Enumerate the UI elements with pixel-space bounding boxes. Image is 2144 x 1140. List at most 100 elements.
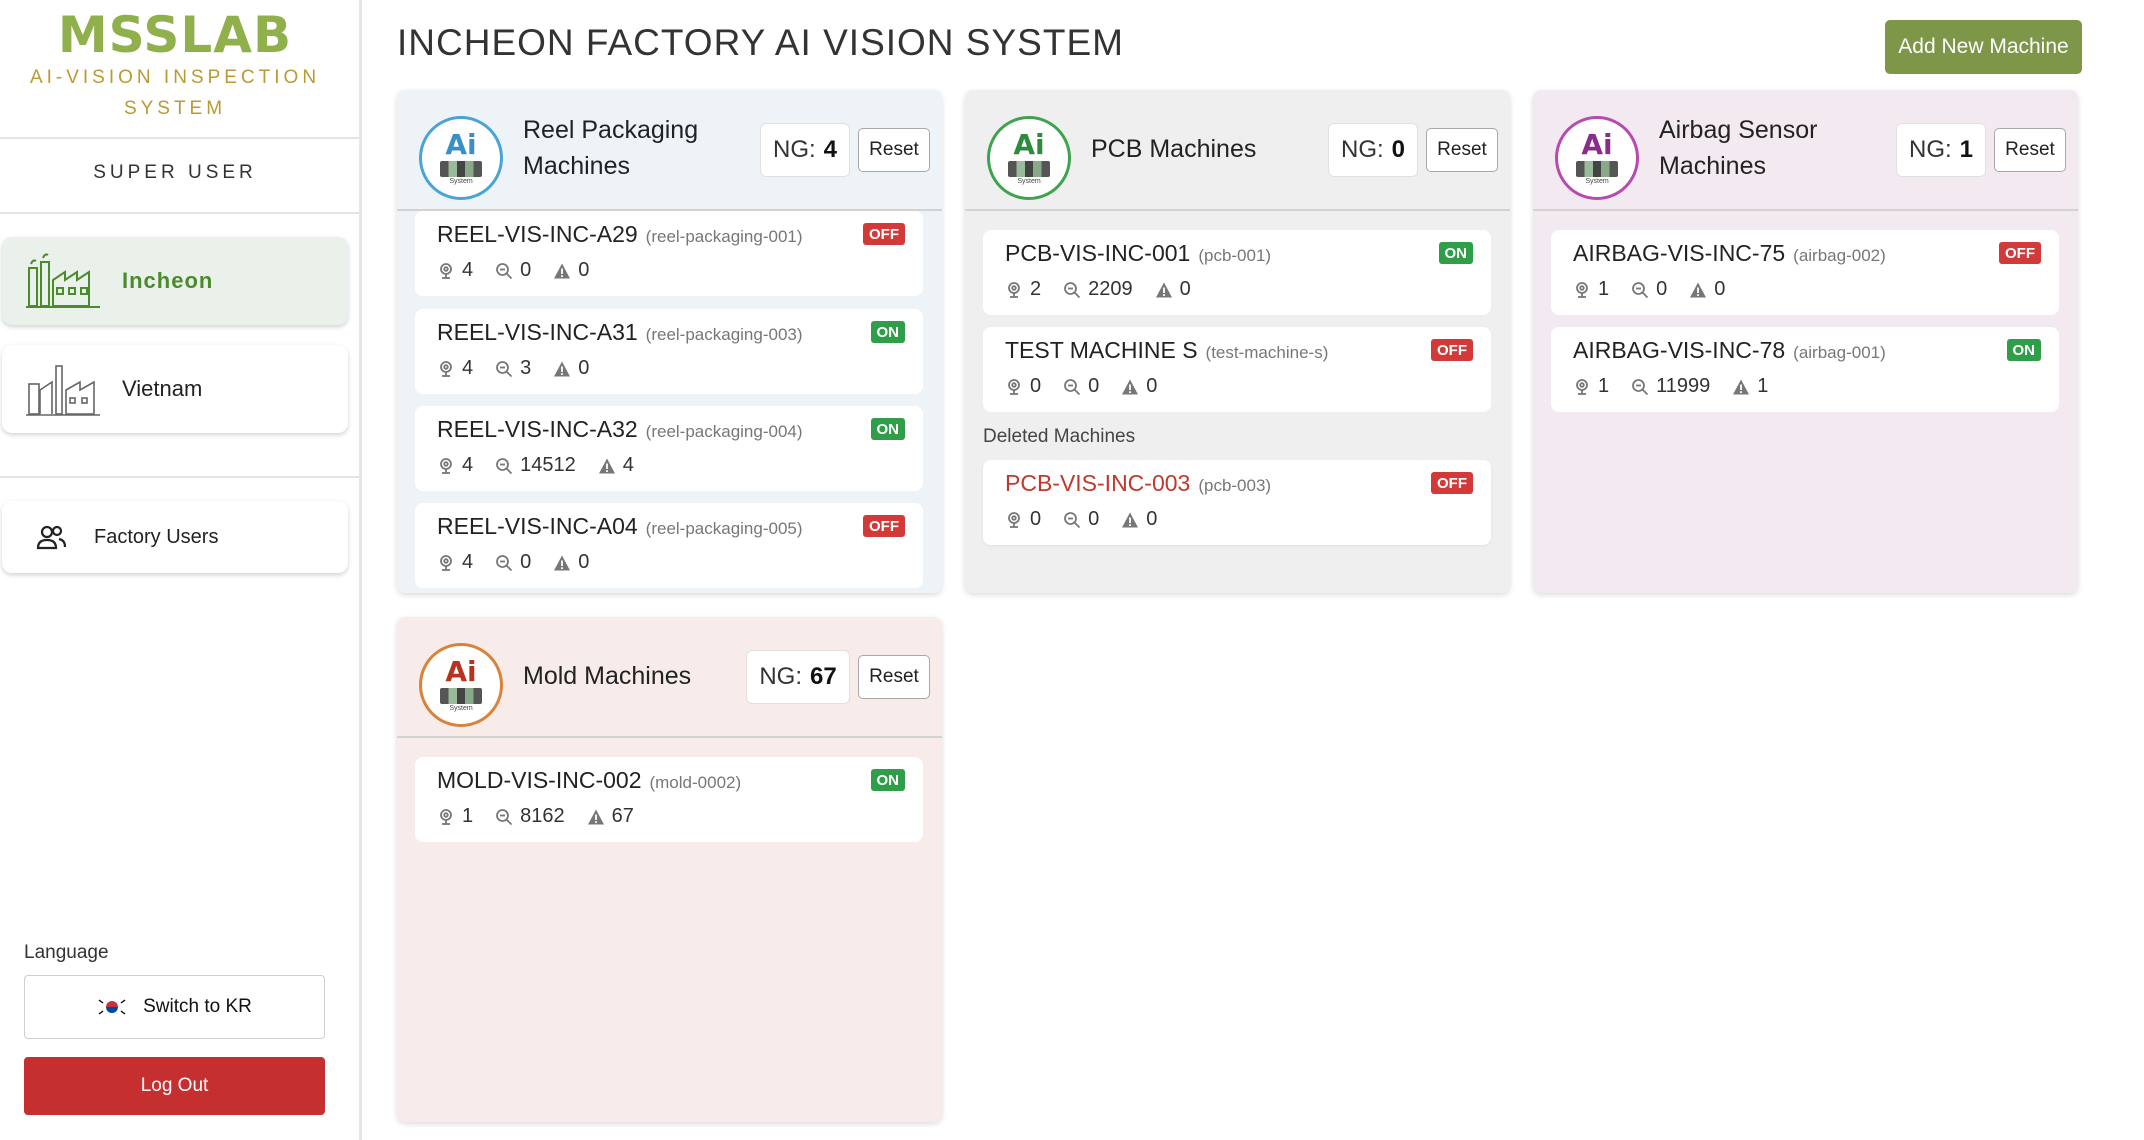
logo-subtitle-line1: AI-VISION INSPECTION <box>29 67 321 88</box>
machine-name: AIRBAG-VIS-INC-78 (airbag-001) <box>1573 337 1886 363</box>
ng-count: 0 <box>1689 278 1725 301</box>
switch-language-button[interactable]: Switch to KR <box>24 975 325 1039</box>
camera-icon <box>440 457 452 474</box>
status-badge: OFF <box>1431 472 1473 494</box>
machine-name: TEST MACHINE S (test-machine-s) <box>1005 337 1329 363</box>
logo: MSSLAB AI-VISION INSPECTION SYSTEM <box>0 10 350 122</box>
sidebar: MSSLAB AI-VISION INSPECTION SYSTEM SUPER… <box>0 0 362 1140</box>
group-header: Ai System Airbag Sensor Machines NG: 1 Re… <box>1533 90 2078 211</box>
factory-icon <box>26 365 100 416</box>
machine-card[interactable]: AIRBAG-VIS-INC-78 (airbag-001) ON 1 11999 1 <box>1551 327 2059 412</box>
group-title: Airbag Sensor Machines <box>1659 116 1818 180</box>
machine-card[interactable]: AIRBAG-VIS-INC-75 (airbag-002) OFF 1 0 0 <box>1551 230 2059 315</box>
camera-count: 1 <box>1573 278 1609 301</box>
logo-mark: MSSLAB <box>57 6 293 64</box>
machine-name: PCB-VIS-INC-001 (pcb-001) <box>1005 240 1272 266</box>
camera-icon <box>1008 511 1020 528</box>
machine-stats: 1 8162 67 <box>437 805 656 828</box>
divider <box>0 212 362 214</box>
inspection-icon <box>1632 281 1649 298</box>
ng-counter: NG: 0 <box>1328 123 1418 177</box>
ai-system-badge-icon: Ai System <box>419 116 503 200</box>
camera-count: 4 <box>437 551 473 574</box>
camera-count: 2 <box>1005 278 1041 301</box>
camera-count: 0 <box>1005 508 1041 531</box>
ng-counter: NG: 67 <box>746 650 850 704</box>
factory-nav-label: Incheon <box>122 268 214 293</box>
machine-stats: 4 14512 4 <box>437 454 656 477</box>
warning-icon <box>554 555 571 570</box>
group-title: Mold Machines <box>523 662 692 690</box>
inspection-icon <box>1064 378 1081 395</box>
machine-card[interactable]: MOLD-VIS-INC-002 (mold-0002) ON 1 8162 67 <box>415 757 923 842</box>
ng-counter: NG: 4 <box>760 123 850 177</box>
machine-name: REEL-VIS-INC-A04 (reel-packaging-005) <box>437 513 803 539</box>
machine-group-mold: Ai System Mold Machines NG: 67 Reset <box>397 617 942 1122</box>
camera-count: 4 <box>437 259 473 282</box>
factory-nav-label: Vietnam <box>122 376 203 401</box>
status-badge: OFF <box>1999 242 2041 264</box>
camera-icon <box>1576 281 1588 298</box>
user-role: SUPER USER <box>93 162 257 183</box>
camera-count: 4 <box>437 357 473 380</box>
camera-count: 1 <box>437 805 473 828</box>
warning-icon <box>598 458 615 473</box>
inspection-count: 11999 <box>1631 375 1710 398</box>
factory-nav-incheon[interactable]: Incheon <box>2 237 348 325</box>
status-badge: ON <box>870 321 905 343</box>
reset-button[interactable]: Reset <box>858 128 930 172</box>
group-header: Ai System PCB Machines NG: 0 Reset <box>965 90 1510 211</box>
status-badge: OFF <box>863 515 905 537</box>
factory-nav-vietnam[interactable]: Vietnam <box>2 345 348 433</box>
machine-name: REEL-VIS-INC-A31 (reel-packaging-003) <box>437 319 803 345</box>
divider <box>0 476 362 478</box>
add-machine-button[interactable]: Add New Machine <box>1885 20 2082 74</box>
inspection-icon <box>496 360 513 377</box>
logout-label: Log Out <box>140 1075 209 1096</box>
deleted-machine-card[interactable]: PCB-VIS-INC-003 (pcb-003) OFF 0 0 0 <box>983 460 1491 545</box>
machine-card[interactable]: REEL-VIS-INC-A32 (reel-packaging-004) ON 4 1… <box>415 406 923 491</box>
inspection-count: 0 <box>495 259 531 282</box>
inspection-icon <box>496 457 513 474</box>
status-badge: ON <box>870 418 905 440</box>
machine-id: (reel-packaging-005) <box>645 519 803 538</box>
machine-card[interactable]: PCB-VIS-INC-001 (pcb-001) ON 2 2209 0 <box>983 230 1491 315</box>
camera-count: 1 <box>1573 375 1609 398</box>
reset-button[interactable]: Reset <box>1426 128 1498 172</box>
ng-count: 1 <box>1732 375 1768 398</box>
ai-system-badge-icon: Ai System <box>1555 116 1639 200</box>
machine-id: (airbag-002) <box>1793 246 1886 265</box>
inspection-count: 0 <box>1631 278 1667 301</box>
factory-users-nav[interactable]: Factory Users <box>2 501 348 573</box>
camera-icon <box>440 262 452 279</box>
group-header: Ai System Reel Packaging Machines NG: 4 R… <box>397 90 942 211</box>
machine-stats: 1 11999 1 <box>1573 375 1790 398</box>
group-title: Reel Packaging Machines <box>523 116 699 180</box>
status-badge: ON <box>870 769 905 791</box>
machine-card[interactable]: TEST MACHINE S (test-machine-s) OFF 0 0 0 <box>983 327 1491 412</box>
inspection-count: 14512 <box>495 454 576 477</box>
machine-name: REEL-VIS-INC-A29 (reel-packaging-001) <box>437 221 803 247</box>
warning-icon <box>1155 282 1172 297</box>
machine-name: MOLD-VIS-INC-002 (mold-0002) <box>437 767 742 793</box>
machine-id: (reel-packaging-003) <box>645 325 803 344</box>
ai-system-badge-icon: Ai System <box>987 116 1071 200</box>
camera-icon <box>1008 378 1020 395</box>
reset-button[interactable]: Reset <box>1994 128 2066 172</box>
reset-button[interactable]: Reset <box>858 655 930 699</box>
camera-icon <box>440 360 452 377</box>
logo-subtitle-line2: SYSTEM <box>123 98 227 119</box>
machine-card[interactable]: REEL-VIS-INC-A29 (reel-packaging-001) OFF 4… <box>415 211 923 296</box>
camera-icon <box>1008 281 1020 298</box>
inspection-icon <box>1064 281 1081 298</box>
inspection-icon <box>496 262 513 279</box>
camera-count: 0 <box>1005 375 1041 398</box>
inspection-count: 0 <box>1063 375 1099 398</box>
machine-card[interactable]: REEL-VIS-INC-A04 (reel-packaging-005) OFF 4… <box>415 503 923 588</box>
switch-language-label: Switch to KR <box>143 996 252 1017</box>
machine-id: (pcb-003) <box>1198 476 1272 495</box>
machine-card[interactable]: REEL-VIS-INC-A31 (reel-packaging-003) ON 4 3… <box>415 309 923 394</box>
logout-button[interactable]: Log Out <box>24 1057 325 1115</box>
ng-count: 0 <box>553 357 589 380</box>
